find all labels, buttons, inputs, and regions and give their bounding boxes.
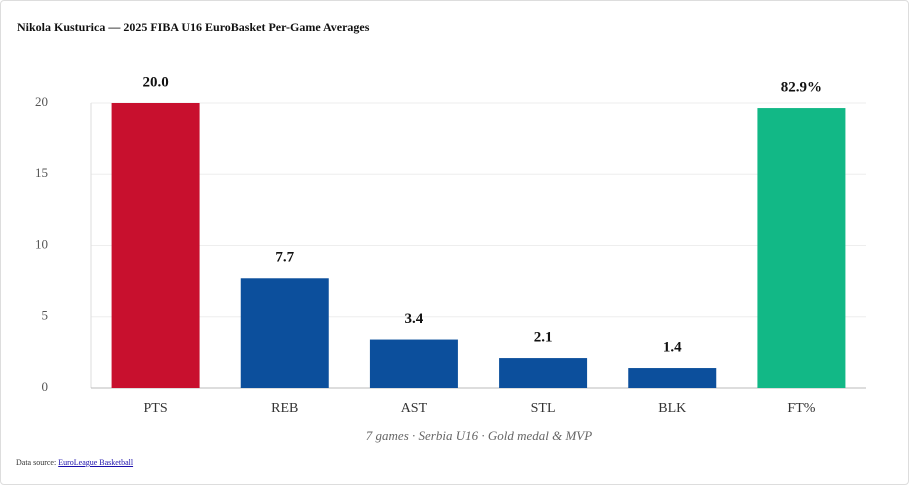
x-tick-label: BLK [658, 401, 686, 416]
chart-title: Nikola Kusturica — 2025 FIBA U16 EuroBas… [17, 20, 370, 34]
y-tick-label: 10 [35, 236, 48, 251]
bar [757, 108, 846, 389]
bar [369, 339, 458, 388]
bar [499, 358, 588, 388]
data-label: 7.7 [275, 250, 294, 266]
data-label: 3.4 [405, 311, 424, 327]
bar [628, 368, 717, 388]
source: Data source: EuroLeague Basketball [16, 458, 133, 467]
bar [240, 278, 329, 388]
y-tick-label: 20 [35, 94, 48, 109]
data-label: 82.9% [781, 80, 822, 96]
y-tick-label: 0 [42, 379, 49, 394]
y-tick-label: 5 [42, 308, 49, 323]
chart-subtitle: 7 games · Serbia U16 · Gold medal & MVP [366, 428, 592, 443]
data-label: 20.0 [142, 74, 168, 90]
source-label: Data source: [16, 458, 57, 467]
data-label: 2.1 [534, 330, 553, 346]
y-tick-label: 15 [35, 165, 48, 180]
x-tick-label: PTS [144, 401, 168, 416]
x-tick-label: REB [271, 401, 298, 416]
chart: Nikola Kusturica — 2025 FIBA U16 EuroBas… [17, 20, 866, 443]
x-tick-label: AST [401, 401, 428, 416]
x-tick-label: STL [531, 401, 556, 416]
x-tick-label: FT% [787, 401, 815, 416]
source-link[interactable]: EuroLeague Basketball [58, 458, 134, 467]
bar [111, 103, 200, 388]
data-label: 1.4 [663, 339, 682, 355]
